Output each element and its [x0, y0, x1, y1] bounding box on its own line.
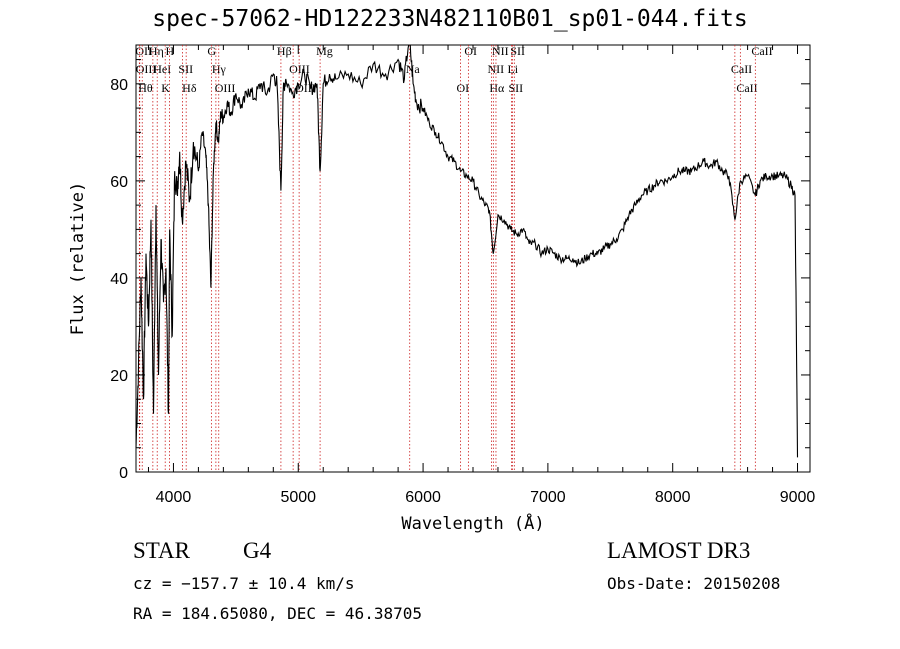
y-tick-label: 40 [110, 271, 128, 288]
x-tick-label: 6000 [405, 489, 441, 506]
spectral-line-label: NII [487, 62, 504, 76]
spectral-line-label: OIII [136, 62, 157, 76]
spectrum-line [135, 44, 799, 458]
y-tick-label: 0 [119, 465, 128, 482]
spectral-line-label: CaII [731, 62, 752, 76]
x-tick-label: 7000 [530, 489, 566, 506]
spectral-line-label: HeI [153, 62, 171, 76]
spectral-line-label: G [207, 44, 216, 58]
x-tick-label: 5000 [280, 489, 316, 506]
spectral-line-label: Hθ [138, 81, 153, 95]
y-axis-label: Flux (relative) [68, 182, 88, 336]
spectral-line-label: Na [406, 62, 421, 76]
object-class: STAR [133, 538, 190, 563]
x-tick-label: 8000 [655, 489, 691, 506]
spectral-line-label: OIII [215, 81, 236, 95]
spectral-line-label: Hγ [212, 62, 227, 76]
spectral-line-label: Hδ [182, 81, 197, 95]
y-tick-label: 80 [110, 77, 128, 94]
spectral-line-label: SII [508, 81, 523, 95]
spectral-line-label: Mg [316, 44, 333, 58]
spectral-line-label: Hβ [277, 44, 292, 58]
spectral-line-label: CaII [736, 81, 757, 95]
plot-frame [135, 44, 811, 473]
spectral-line-label: Li [507, 62, 518, 76]
survey-name: LAMOST DR3 [607, 538, 751, 563]
spectral-line-label: SII [510, 44, 525, 58]
sky-coordinates: RA = 184.65080, DEC = 46.38705 [133, 604, 422, 623]
x-axis-label: Wavelength (Å) [401, 512, 544, 534]
spectral-line-label: OI [464, 44, 477, 58]
spectral-line-label: OI [457, 81, 470, 95]
spectral-line-label: H [165, 44, 174, 58]
object-subclass: G4 [243, 538, 272, 563]
y-tick-label: 60 [110, 174, 128, 191]
spectral-line-label: CaII [751, 44, 772, 58]
observation-date: Obs-Date: 20150208 [607, 574, 781, 593]
spectral-line-label: Hα [489, 81, 505, 95]
chart-title: spec-57062-HD122233N482110B01_sp01-044.f… [152, 6, 748, 32]
spectral-line-label: K [161, 81, 170, 95]
spectral-line-label: SII [178, 62, 193, 76]
x-tick-label: 9000 [780, 489, 816, 506]
redshift-velocity: cz = −157.7 ± 10.4 km/s [133, 574, 355, 593]
y-tick-label: 20 [110, 368, 128, 385]
spectral-line-label: NII [492, 44, 509, 58]
spectral-line-label: Hη [149, 44, 164, 58]
spectral-line-label: OII [135, 44, 152, 58]
x-tick-label: 4000 [156, 489, 192, 506]
